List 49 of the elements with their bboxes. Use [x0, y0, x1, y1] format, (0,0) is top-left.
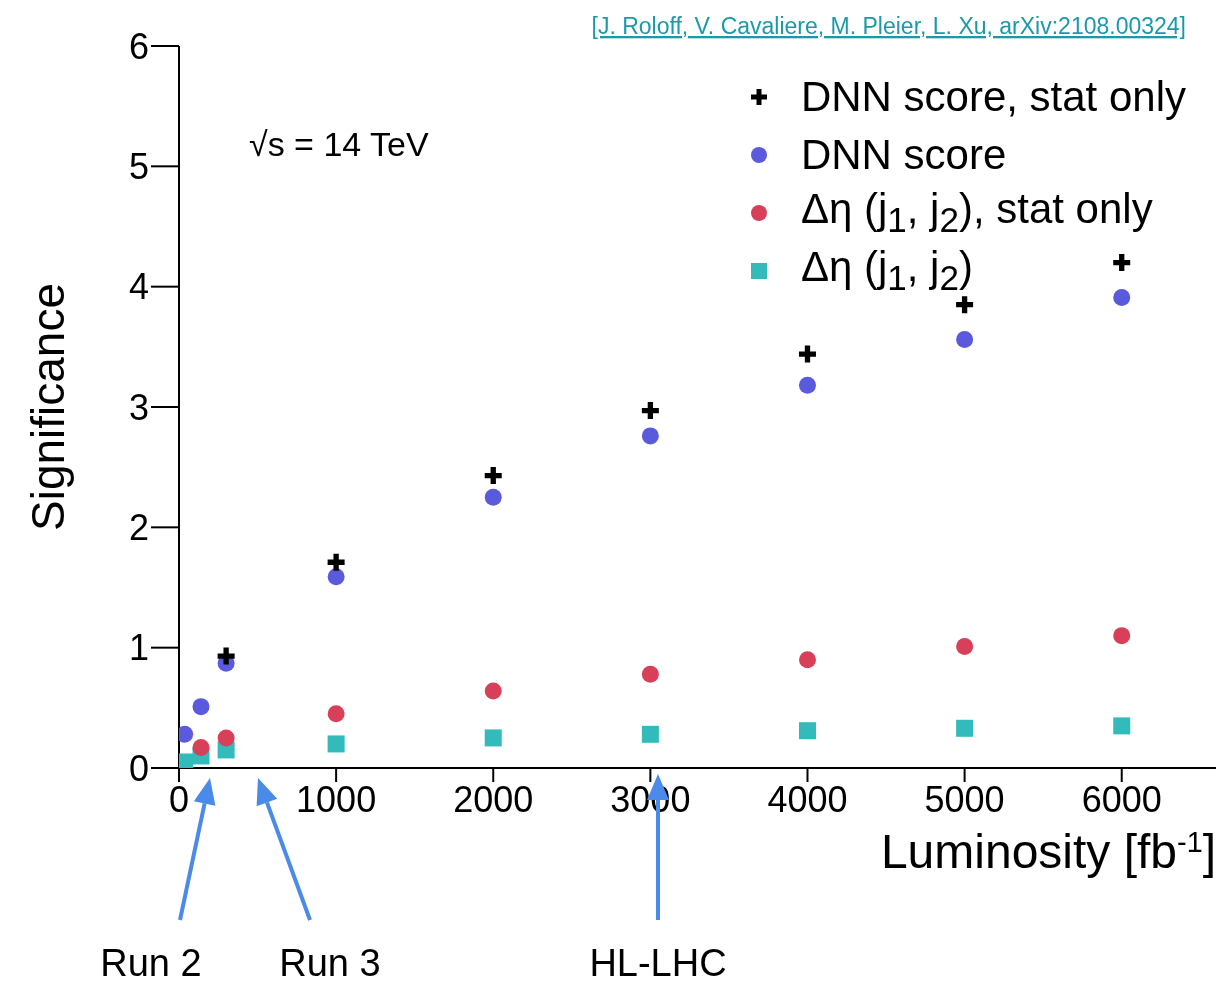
- point: [798, 722, 816, 740]
- point: [639, 399, 662, 422]
- point: [484, 729, 502, 747]
- point: [1113, 289, 1131, 306]
- y-tick-label: 0: [128, 747, 149, 789]
- x-axis-title: Luminosity [fb$^{-1}$]: [880, 825, 1216, 878]
- legend-label: Δη (j$_{1}$, j$_{2}$), stat only: [800, 185, 1153, 241]
- y-tick-label: 4: [128, 266, 149, 308]
- point: [956, 719, 974, 737]
- point: [192, 698, 210, 716]
- point: [798, 651, 816, 669]
- point: [953, 293, 976, 316]
- text: [J. Roloff, V. Cavaliere, M. Pleier, L. Xu, arXiv:2108.00324]: [591, 13, 1186, 39]
- y-tick-label: 3: [128, 386, 149, 428]
- legend-label: Δη (j$_{1}$, j$_{2}$): [800, 243, 973, 299]
- y-tick-label: 2: [128, 507, 149, 549]
- point: [484, 682, 502, 700]
- y-tick-label: 5: [128, 146, 149, 188]
- text: Run 3: [279, 942, 381, 984]
- x-tick-label: 4000: [767, 778, 848, 820]
- y-axis-title: Significance: [22, 282, 74, 532]
- x-tick-label: 1000: [296, 778, 377, 820]
- point: [1110, 251, 1133, 274]
- point: [641, 725, 659, 743]
- annotation: √s = 14 TeV: [249, 125, 429, 163]
- point: [327, 735, 345, 753]
- point: [641, 427, 659, 445]
- point: [327, 705, 345, 723]
- legend-label: DNN score: [800, 131, 1007, 179]
- text: Run 2: [100, 942, 202, 984]
- y-tick-label: 6: [128, 25, 149, 67]
- point: [641, 665, 659, 683]
- text: HL-LHC: [589, 942, 727, 984]
- point: [956, 331, 974, 349]
- point: [192, 739, 210, 757]
- point: [956, 637, 974, 655]
- legend-label: DNN score, stat only: [800, 73, 1186, 121]
- x-tick-label: 5000: [924, 778, 1005, 820]
- x-tick-label: 6000: [1081, 778, 1162, 820]
- point: [798, 376, 816, 394]
- point: [1113, 627, 1131, 645]
- x-tick-label: 0: [168, 778, 190, 820]
- point: [482, 464, 505, 487]
- y-tick-label: 1: [128, 627, 149, 669]
- point: [327, 568, 345, 586]
- point: [484, 488, 502, 506]
- x-tick-label: 2000: [453, 778, 534, 820]
- point: [1113, 717, 1131, 735]
- point: [217, 729, 235, 747]
